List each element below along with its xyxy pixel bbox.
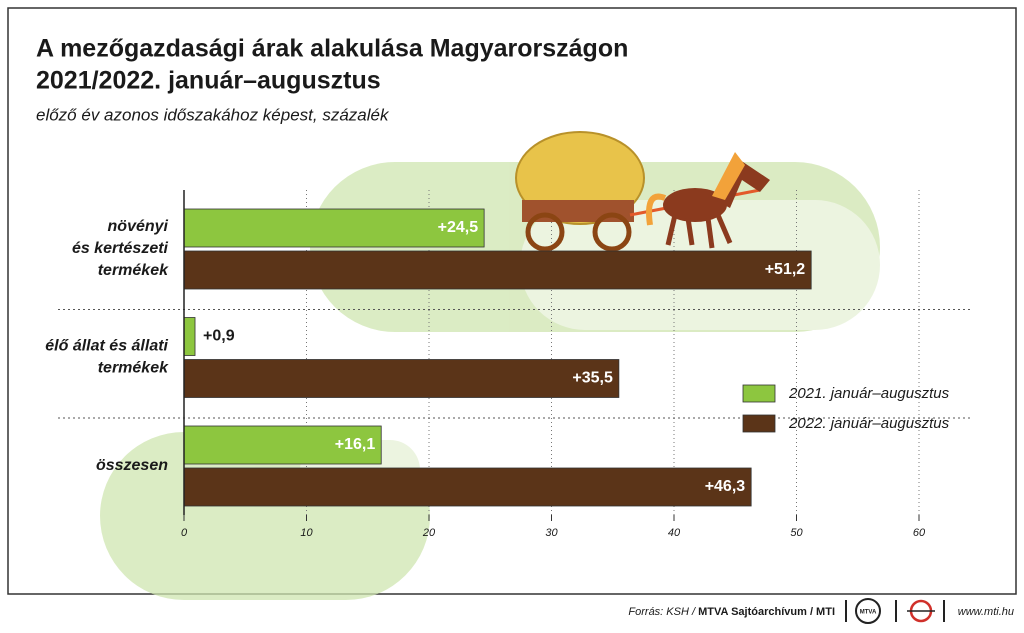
category-label: termékek <box>98 360 169 377</box>
category-label: élő állat és állati <box>45 338 168 355</box>
horse-tail <box>646 193 667 226</box>
x-tick-label: 40 <box>668 527 681 539</box>
footer: Forrás: KSH / MTVA Sajtóarchívum / MTI M… <box>628 598 1014 624</box>
bar <box>183 467 752 507</box>
logo-circle <box>855 598 881 624</box>
value-label: +35,5 <box>572 370 613 387</box>
url: www.mti.hu <box>958 606 1014 618</box>
bar <box>183 208 485 248</box>
bars-layer: +24,5 +51,2 +0,9 +35,5 +16,1 +46,3 <box>183 208 812 507</box>
legend-label: 2022. január–augusztus <box>788 415 950 432</box>
horse-mane <box>712 152 745 200</box>
chart-subtitle: előző év azonos időszakához képest, száz… <box>36 105 390 124</box>
x-tick-label: 10 <box>300 527 313 539</box>
horse-legs <box>665 214 733 249</box>
value-label: +0,9 <box>203 328 235 345</box>
bar <box>183 359 620 398</box>
source: Forrás: KSH / MTVA Sajtóarchívum / MTI <box>628 606 835 618</box>
source-bold: MTVA Sajtóarchívum / MTI <box>698 606 835 618</box>
legend-label: 2021. január–augusztus <box>788 385 950 402</box>
x-tick-label: 20 <box>422 527 436 539</box>
bar <box>183 250 812 290</box>
value-label: +24,5 <box>438 219 479 236</box>
category-label: összesen <box>96 457 168 474</box>
legend-swatch <box>742 384 776 403</box>
bar <box>183 317 196 356</box>
category-label: termékek <box>98 262 169 279</box>
x-tick-label: 60 <box>913 527 926 539</box>
bar <box>183 425 382 465</box>
value-label: +46,3 <box>705 478 746 495</box>
wheel <box>592 212 632 252</box>
value-label: +16,1 <box>335 436 376 453</box>
x-tick-label: 30 <box>545 527 558 539</box>
horse-body <box>663 188 727 222</box>
x-tick-label: 0 <box>181 527 188 539</box>
logo-text: MTVA <box>860 610 877 616</box>
wheel <box>525 212 565 252</box>
x-tick-label: 50 <box>790 527 803 539</box>
source-text: Forrás: KSH / <box>628 606 696 618</box>
chart-title: 2021/2022. január–augusztus <box>36 67 381 95</box>
category-label: növényi <box>108 218 169 235</box>
legend-swatch <box>742 414 776 433</box>
illustration <box>515 131 770 252</box>
category-label: és kertészeti <box>72 240 169 257</box>
chart-title: A mezőgazdasági árak alakulása Magyarors… <box>36 35 628 63</box>
value-label: +51,2 <box>765 261 806 278</box>
horse-head <box>715 160 770 208</box>
grid-layer <box>58 190 972 515</box>
